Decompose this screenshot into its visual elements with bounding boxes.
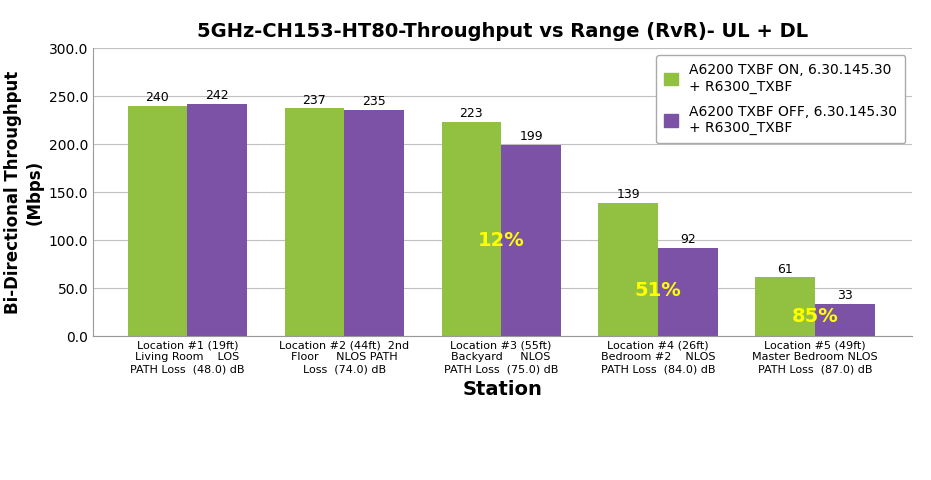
X-axis label: Station: Station: [463, 380, 543, 398]
Text: 12%: 12%: [478, 230, 524, 250]
Bar: [755, 277, 815, 336]
Bar: [501, 145, 560, 336]
Bar: [344, 110, 404, 336]
Title: 5GHz-CH153-HT80-Throughput vs Range (RvR)- UL + DL: 5GHz-CH153-HT80-Throughput vs Range (RvR…: [197, 22, 808, 41]
Text: 223: 223: [460, 107, 483, 120]
Text: 240: 240: [145, 91, 169, 104]
Text: 51%: 51%: [635, 280, 681, 300]
Text: 92: 92: [680, 233, 695, 246]
Bar: [599, 203, 658, 336]
Bar: [658, 248, 718, 336]
Text: 235: 235: [362, 96, 386, 108]
Bar: [815, 304, 875, 336]
Bar: [285, 108, 344, 336]
Y-axis label: Bi-Directional Throughput
(Mbps): Bi-Directional Throughput (Mbps): [5, 71, 43, 313]
Text: 199: 199: [519, 130, 543, 143]
Text: 61: 61: [777, 263, 793, 276]
Legend: A6200 TXBF ON, 6.30.145.30
+ R6300_TXBF, A6200 TXBF OFF, 6.30.145.30
+ R6300_TXB: A6200 TXBF ON, 6.30.145.30 + R6300_TXBF,…: [655, 55, 906, 144]
Bar: [128, 106, 187, 336]
Bar: [187, 104, 247, 336]
Text: 139: 139: [616, 188, 641, 201]
Text: 242: 242: [205, 89, 229, 102]
Bar: [441, 122, 501, 336]
Text: 33: 33: [837, 289, 853, 302]
Text: 85%: 85%: [791, 307, 839, 326]
Text: 237: 237: [303, 94, 326, 107]
